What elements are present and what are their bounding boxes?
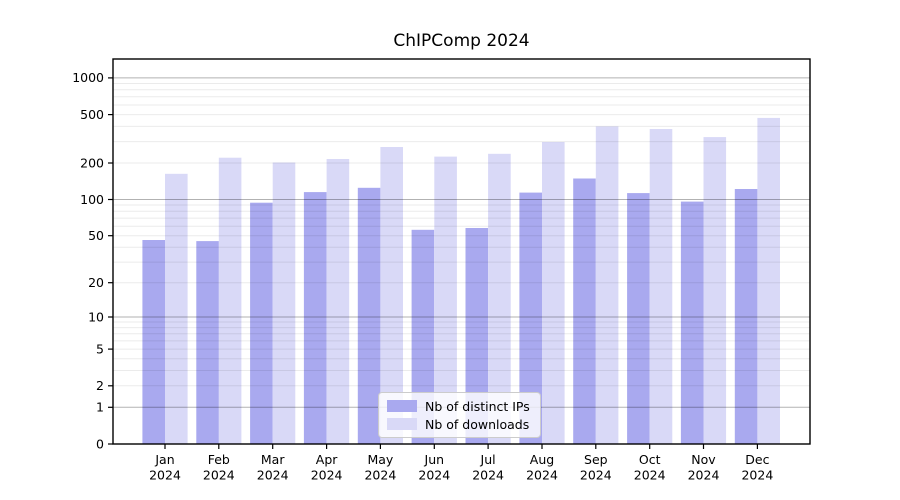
bar-group-mar xyxy=(250,162,296,444)
bar-group-dec xyxy=(734,117,780,445)
x-tick-label: May 2024 xyxy=(364,452,396,483)
y-tick-label: 20 xyxy=(88,275,104,290)
bar-distinct-ips xyxy=(680,201,704,444)
x-tick-label: Apr 2024 xyxy=(311,452,343,483)
bar-group-nov xyxy=(680,137,727,444)
chart-title: ChIPComp 2024 xyxy=(393,31,530,51)
bar-downloads xyxy=(703,137,727,444)
bar-downloads xyxy=(165,173,188,445)
y-tick-label: 5 xyxy=(96,341,104,356)
bar-distinct-ips xyxy=(734,189,758,444)
x-tick-label: Nov 2024 xyxy=(688,452,720,483)
bar-downloads xyxy=(542,142,565,444)
bar-downloads xyxy=(434,156,457,444)
bar-group-aug xyxy=(519,142,565,444)
x-tick-label: Jun 2024 xyxy=(418,452,450,483)
bar-distinct-ips xyxy=(573,178,596,444)
bar-downloads xyxy=(218,157,242,444)
y-tick-label: 200 xyxy=(80,155,104,170)
x-tick-label: Oct 2024 xyxy=(634,452,666,483)
y-tick-label: 500 xyxy=(80,107,104,122)
bar-distinct-ips xyxy=(357,187,381,445)
y-tick-label: 50 xyxy=(88,228,104,243)
x-tick-label: Mar 2024 xyxy=(257,452,289,483)
bar-distinct-ips xyxy=(303,192,327,444)
x-tick-label: Aug 2024 xyxy=(526,452,558,483)
y-tick-label: 2 xyxy=(96,378,104,393)
bar-distinct-ips xyxy=(627,193,650,444)
bar-distinct-ips xyxy=(250,202,273,444)
bar-group-jan xyxy=(142,173,188,445)
bar-downloads xyxy=(380,147,403,444)
bar-group-jun xyxy=(411,156,457,444)
legend-item-downloads: Nb of downloads xyxy=(387,415,530,433)
bar-group-apr xyxy=(303,159,350,444)
bar-downloads xyxy=(272,162,296,444)
bar-downloads xyxy=(595,126,619,445)
bar-downloads xyxy=(757,117,780,445)
legend-swatch-downloads xyxy=(387,418,417,430)
x-tick-label: Dec 2024 xyxy=(741,452,773,483)
bar-group-feb xyxy=(196,157,242,444)
x-tick-label: Jan 2024 xyxy=(149,452,181,483)
bar-distinct-ips xyxy=(142,240,165,444)
x-tick-label: Sep 2024 xyxy=(580,452,612,483)
y-tick-label: 0 xyxy=(96,436,104,451)
x-axis: Jan 2024 Feb 2024 Mar 2024 Apr 2024 May 2024 Jun 20… xyxy=(149,444,773,483)
bars xyxy=(142,117,780,445)
y-tick-label: 1 xyxy=(96,400,104,415)
gridlines xyxy=(113,77,810,408)
bar-group-sep xyxy=(573,126,619,445)
legend-item-distinct-ips: Nb of distinct IPs xyxy=(387,397,530,415)
legend-swatch-distinct-ips xyxy=(387,400,417,412)
chart-legend: Nb of distinct IPs Nb of downloads xyxy=(378,392,541,438)
bar-group-jul xyxy=(465,153,511,445)
x-tick-label: Jul 2024 xyxy=(472,452,504,483)
bar-distinct-ips xyxy=(196,241,219,444)
legend-label-downloads: Nb of downloads xyxy=(425,416,530,432)
y-tick-label: 100 xyxy=(80,192,104,207)
y-tick-label: 10 xyxy=(88,309,104,324)
x-tick-label: Feb 2024 xyxy=(203,452,235,483)
bar-distinct-ips xyxy=(519,192,542,444)
bar-distinct-ips xyxy=(465,228,489,444)
bar-group-may xyxy=(357,147,403,445)
plot-border xyxy=(112,58,811,445)
y-tick-label: 1000 xyxy=(72,70,104,85)
bar-downloads xyxy=(649,129,673,444)
bar-downloads xyxy=(326,159,350,444)
legend-label-distinct-ips: Nb of distinct IPs xyxy=(425,398,530,414)
bar-distinct-ips xyxy=(411,229,435,444)
bar-group-oct xyxy=(627,129,673,444)
bar-downloads xyxy=(488,153,511,445)
